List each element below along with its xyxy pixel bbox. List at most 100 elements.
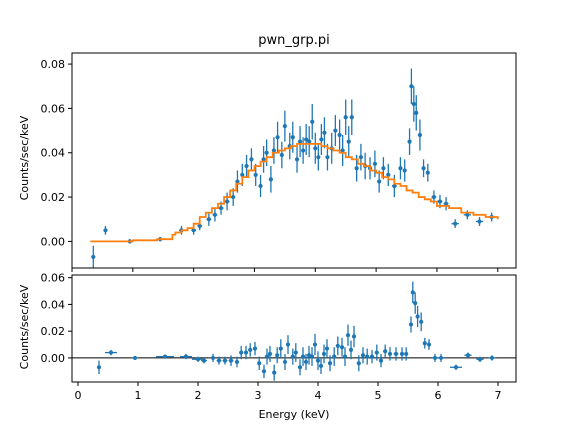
x-tick-label: 6 [435, 389, 442, 402]
data-point [465, 353, 471, 358]
data-point [243, 350, 249, 355]
data-point [293, 350, 298, 355]
data-point [282, 124, 287, 129]
data-point [206, 217, 211, 222]
data-point [318, 363, 324, 369]
data-point [195, 357, 201, 362]
data-point [453, 365, 459, 370]
data-point [297, 139, 303, 144]
data-point [304, 137, 309, 142]
data-point [325, 155, 330, 160]
data-point [351, 334, 357, 339]
data-point [183, 354, 189, 359]
data-point [275, 353, 280, 358]
data-point [272, 370, 277, 375]
model-step-line [90, 142, 499, 243]
data-point [301, 148, 306, 153]
data-point [417, 132, 423, 138]
data-point [342, 354, 348, 359]
data-point [216, 358, 222, 363]
top-y-axis-label: Counts/sec/keV [18, 115, 31, 200]
data-point [191, 228, 196, 233]
data-point [425, 170, 430, 175]
data-point [335, 343, 340, 348]
y-tick-label: 0.06 [41, 102, 66, 115]
data-point [392, 183, 397, 189]
data-point [453, 221, 458, 226]
data-point [369, 354, 375, 359]
data-point [477, 219, 482, 224]
y-tick-label: 0.04 [41, 298, 66, 311]
data-point [278, 346, 283, 351]
data-point [387, 351, 393, 357]
data-point [300, 354, 306, 359]
chart-title: pwn_grp.pi [258, 33, 329, 48]
y-tick-label: 0.08 [41, 58, 66, 71]
data-point [410, 290, 415, 295]
data-point [426, 342, 432, 347]
data-point [248, 347, 253, 352]
x-tick-label: 7 [495, 389, 502, 402]
data-point [218, 206, 224, 211]
data-point [285, 342, 291, 347]
data-point [201, 358, 207, 363]
data-point [374, 350, 379, 355]
data-point [239, 350, 244, 355]
data-point [261, 157, 266, 162]
data-point [437, 199, 443, 204]
data-point [235, 179, 240, 184]
data-point [419, 319, 424, 324]
data-point [372, 161, 377, 166]
data-point [489, 355, 495, 361]
data-point [91, 254, 96, 260]
data-point [212, 212, 218, 217]
data-point [240, 172, 245, 178]
y-tick-label: 0.00 [41, 235, 66, 248]
x-tick-label: 3 [255, 389, 262, 402]
data-point [333, 128, 338, 133]
data-point [377, 179, 382, 184]
data-point [309, 354, 315, 359]
data-point [443, 201, 449, 206]
data-point [310, 119, 315, 124]
data-point [399, 351, 405, 357]
data-point [132, 355, 138, 361]
y-tick-label: 0.02 [41, 191, 66, 204]
data-point [422, 341, 427, 346]
data-point [313, 146, 318, 151]
data-point [324, 346, 330, 351]
data-point [252, 346, 258, 351]
data-point [378, 358, 384, 363]
data-point [327, 361, 333, 366]
data-point [290, 354, 295, 359]
data-point [261, 369, 267, 374]
data-point [307, 139, 312, 144]
data-point [312, 342, 318, 347]
data-point [257, 361, 262, 366]
spectrum-panel: pwn_grp.pi Counts/sec/keV 0.00 0.02 0.04 0.… [18, 33, 517, 272]
data-point [253, 172, 258, 178]
data-point [321, 351, 327, 357]
data-point [381, 166, 386, 171]
data-point [356, 361, 361, 366]
data-point [421, 166, 426, 171]
data-point [465, 212, 470, 217]
x-tick-label: 0 [75, 389, 82, 402]
data-point [268, 177, 273, 182]
data-point [332, 354, 337, 359]
x-axis-label: Energy (keV) [259, 408, 330, 421]
data-point [279, 152, 284, 158]
data-point [231, 194, 236, 200]
y-tick-label: 0.04 [41, 147, 66, 160]
data-point [290, 135, 295, 140]
data-point [224, 199, 230, 204]
x-tick-label: 1 [135, 389, 142, 402]
y-tick-label: 0.02 [41, 325, 66, 338]
data-point [315, 358, 321, 363]
data-point [438, 355, 444, 361]
data-point [339, 345, 345, 350]
data-point [360, 353, 366, 358]
data-point [431, 194, 436, 200]
data-point [349, 115, 354, 120]
data-point [404, 351, 409, 357]
